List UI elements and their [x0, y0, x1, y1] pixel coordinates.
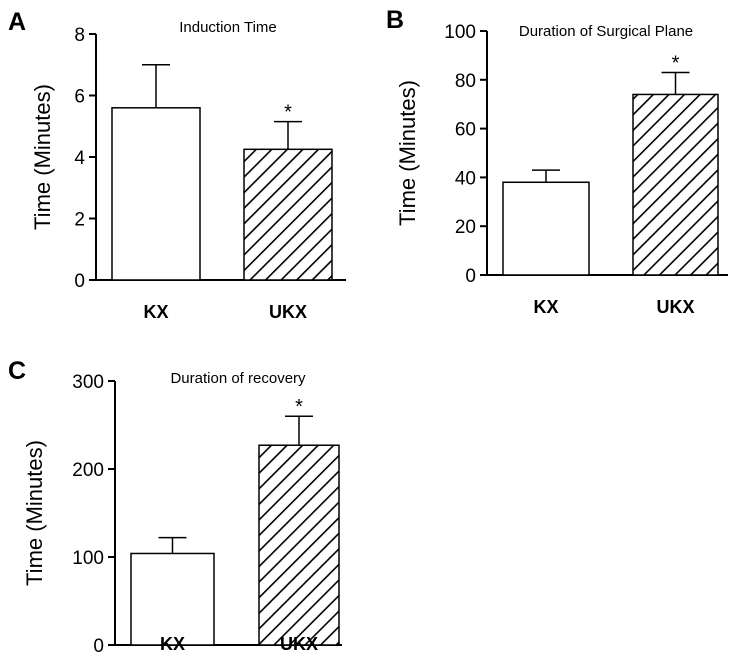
y-tick-label: 8: [74, 25, 85, 46]
bar-ukx: [258, 444, 340, 646]
category-label-kx: KX: [143, 302, 168, 322]
y-tick-label: 40: [455, 168, 476, 189]
bar-ukx: [632, 93, 719, 276]
y-tick-label: 6: [74, 87, 85, 108]
y-tick-label: 200: [72, 460, 104, 481]
y-tick-label: 100: [72, 548, 104, 569]
panel-letter: B: [386, 6, 404, 34]
y-tick-label: 4: [74, 148, 85, 169]
bar-kx: [111, 107, 201, 281]
category-label-kx: KX: [533, 297, 558, 317]
y-tick-label: 100: [444, 22, 476, 43]
category-label-ukx: UKX: [269, 302, 307, 322]
category-label-ukx: UKX: [656, 297, 694, 317]
panel-letter: A: [8, 8, 26, 36]
significance-marker: *: [284, 102, 292, 124]
category-label-ukx: UKX: [280, 634, 318, 654]
bar-ukx: [243, 148, 333, 281]
y-axis-label: Time (Minutes): [30, 84, 55, 230]
bar-kx: [130, 552, 215, 646]
y-tick-label: 80: [455, 71, 476, 92]
y-tick-label: 60: [455, 120, 476, 141]
significance-marker: *: [672, 52, 680, 74]
chart-panel-a: A Induction Time Time (Minutes) 0 2 4 6 8 KX * UKX: [8, 8, 346, 322]
chart-panel-b: B Duration of Surgical Plane Time (Minutes…: [386, 6, 728, 317]
chart-title: Induction Time: [179, 19, 277, 36]
y-tick-label: 0: [74, 271, 85, 292]
chart-panel-c: C Duration of recovery Time (Minutes) 0 100 2…: [8, 357, 342, 657]
y-tick-label: 300: [72, 372, 104, 393]
bar-kx: [502, 181, 590, 276]
y-axis-label: Time (Minutes): [395, 80, 420, 226]
y-tick-label: 0: [93, 636, 104, 657]
significance-marker: *: [295, 396, 303, 418]
y-axis-label: Time (Minutes): [22, 440, 47, 586]
chart-title: Duration of Surgical Plane: [519, 23, 693, 40]
category-label-kx: KX: [160, 634, 185, 654]
y-tick-label: 20: [455, 217, 476, 238]
y-tick-label: 0: [465, 266, 476, 287]
panel-letter: C: [8, 357, 26, 385]
chart-title: Duration of recovery: [170, 370, 306, 387]
y-tick-label: 2: [74, 210, 85, 231]
